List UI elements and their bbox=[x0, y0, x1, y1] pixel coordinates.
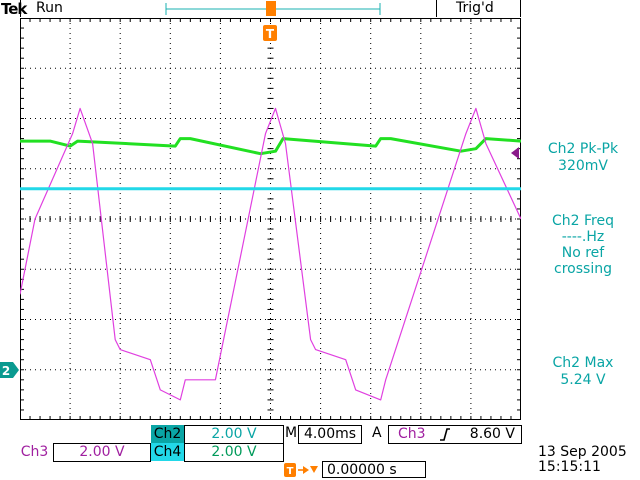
ch4-label[interactable]: Ch4 bbox=[151, 443, 184, 461]
measurement-2-note2: crossing bbox=[554, 261, 612, 277]
ch4-scale[interactable]: 2.00 V bbox=[184, 443, 284, 462]
acquisition-status: Run bbox=[36, 0, 63, 16]
ch3-trace bbox=[20, 107, 521, 401]
divider bbox=[20, 0, 21, 17]
trigger-source: Ch3 bbox=[398, 426, 426, 442]
record-position-indicator bbox=[165, 1, 381, 16]
rising-edge-icon bbox=[440, 428, 450, 441]
measurement-1-label: Ch2 Pk-Pk bbox=[547, 141, 619, 157]
trigger-position-icon bbox=[266, 1, 276, 16]
ch2-scale[interactable]: 2.00 V bbox=[184, 425, 284, 444]
divider bbox=[520, 0, 521, 17]
trigger-marker-icon: T bbox=[263, 25, 277, 41]
ch2-trace bbox=[20, 137, 521, 156]
measurement-2-value: ----.Hz bbox=[561, 229, 605, 245]
svg-text:T: T bbox=[266, 27, 275, 41]
trigger-offset-value[interactable]: 0.00000 s bbox=[322, 461, 426, 478]
trigger-mode: A bbox=[372, 425, 382, 441]
graticule bbox=[20, 18, 521, 420]
trigger-offset-icon: T bbox=[284, 463, 318, 477]
trigger-readout[interactable]: Ch3 8.60 V bbox=[388, 425, 522, 444]
measurement-1-value: 320mV bbox=[558, 158, 608, 174]
ch3-label[interactable]: Ch3 bbox=[20, 444, 49, 460]
svg-text:2: 2 bbox=[2, 364, 10, 378]
time: 15:15:11 bbox=[538, 459, 601, 475]
measurement-2-note1: No ref bbox=[561, 245, 605, 261]
measurement-2-label: Ch2 Freq bbox=[552, 213, 614, 229]
timebase-prefix: M bbox=[285, 425, 298, 441]
ch3-scale[interactable]: 2.00 V bbox=[53, 443, 151, 462]
brand-logo: Tek bbox=[1, 0, 27, 18]
divider bbox=[436, 0, 437, 17]
trigger-level: 8.60 V bbox=[469, 426, 515, 442]
timebase-value[interactable]: 4.00ms bbox=[298, 425, 362, 444]
waveform-display[interactable] bbox=[20, 18, 521, 420]
trigger-status: Trig'd bbox=[456, 0, 494, 16]
ch2-ground-marker-icon[interactable]: 2 bbox=[0, 361, 20, 379]
measurement-3-value: 5.24 V bbox=[560, 372, 606, 388]
waveform-traces bbox=[20, 107, 521, 401]
date: 13 Sep 2005 bbox=[538, 444, 627, 460]
measurement-3-label: Ch2 Max bbox=[552, 355, 614, 371]
trigger-level-arrow-icon bbox=[511, 147, 519, 159]
ch2-label[interactable]: Ch2 bbox=[151, 425, 184, 443]
svg-text:T: T bbox=[287, 466, 294, 477]
